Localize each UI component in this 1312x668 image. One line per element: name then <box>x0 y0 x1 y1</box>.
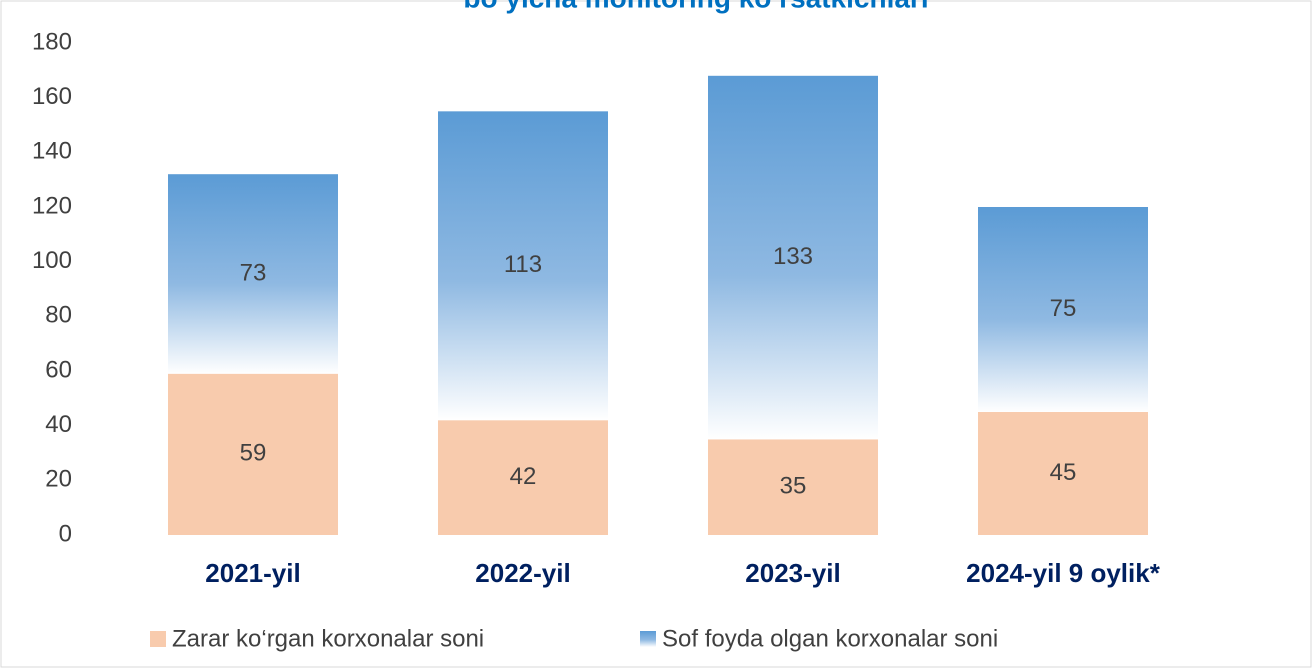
data-label: 35 <box>780 473 807 500</box>
bar-segment <box>438 111 608 421</box>
data-label: 42 <box>510 463 537 490</box>
y-tick-label: 0 <box>59 520 72 547</box>
y-tick-label: 140 <box>32 138 72 165</box>
y-tick-label: 80 <box>45 302 72 329</box>
x-tick-label: 2023-yil <box>745 558 840 588</box>
y-tick-label: 160 <box>32 83 72 110</box>
data-label: 73 <box>240 259 267 286</box>
data-label: 133 <box>773 243 813 270</box>
x-tick-label: 2024-yil 9 oylik* <box>966 558 1161 588</box>
y-tick-label: 60 <box>45 356 72 383</box>
bar-segment <box>708 439 878 535</box>
y-tick-label: 20 <box>45 466 72 493</box>
bar-segment <box>978 412 1148 535</box>
legend-label: Sof foyda olgan korxonalar soni <box>662 625 998 652</box>
data-label: 45 <box>1050 459 1077 486</box>
x-tick-label: 2022-yil <box>475 558 570 588</box>
bar-segment <box>168 174 338 374</box>
legend-swatch <box>640 631 656 647</box>
data-label: 59 <box>240 440 267 467</box>
bar-segment <box>978 207 1148 412</box>
bar-segment <box>708 75 878 440</box>
data-label: 113 <box>504 251 542 278</box>
data-label: 75 <box>1050 295 1077 322</box>
x-tick-label: 2021-yil <box>205 558 300 588</box>
legend-swatch <box>150 631 166 647</box>
chart-title: bo‘yicha monitoring ko‘rsatkichlari <box>463 0 928 13</box>
y-tick-label: 40 <box>45 411 72 438</box>
y-tick-label: 180 <box>32 28 72 55</box>
bar-segment <box>438 420 608 535</box>
bar-segment <box>168 373 338 535</box>
legend-label: Zarar ko‘rgan korxonalar soni <box>172 625 484 652</box>
y-tick-label: 100 <box>32 247 72 274</box>
y-tick-label: 120 <box>32 192 72 219</box>
